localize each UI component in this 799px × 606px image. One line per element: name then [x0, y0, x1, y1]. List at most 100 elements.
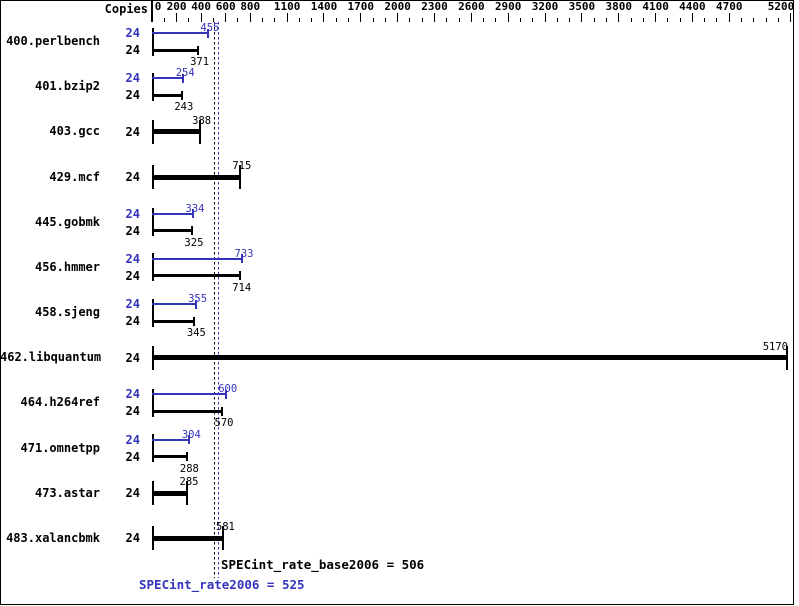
- base-bar-endcap: [221, 406, 223, 416]
- axis-tick-label: 3800: [605, 0, 632, 13]
- peak-value-label: 254: [175, 67, 195, 80]
- base-bar: [152, 93, 182, 97]
- axis-minor-tick: [642, 17, 644, 22]
- axis-minor-tick: [262, 17, 264, 22]
- axis-tick-label: 5200: [767, 0, 795, 13]
- peak-value-label: 334: [185, 202, 205, 215]
- axis-tick-label: 2300: [421, 0, 448, 13]
- axis-minor-tick: [495, 17, 497, 22]
- copies-peak: 24: [125, 432, 140, 447]
- benchmark-name: 464.h264ref: [20, 395, 100, 410]
- base-bar: [152, 48, 198, 52]
- peak-bar: [152, 438, 190, 441]
- benchmark-name: 403.gcc: [49, 124, 100, 139]
- copies-base: 24: [125, 531, 140, 546]
- row-origin-tick: [152, 27, 154, 56]
- axis-minor-tick: [519, 17, 521, 22]
- base-value-label: 288: [179, 462, 199, 475]
- base-bar: [152, 455, 188, 459]
- benchmark-name: 462.libquantum: [0, 350, 102, 365]
- peak-bar: [152, 212, 194, 215]
- axis-tick-label: 200: [166, 0, 187, 13]
- base-bar-endcap: [198, 119, 201, 144]
- axis-minor-tick: [741, 17, 743, 22]
- peak-bar-endcap: [241, 254, 244, 264]
- axis-tick-label: 1700: [347, 0, 375, 13]
- base-bar-endcap: [222, 526, 225, 551]
- peak-median-label: SPECint_rate2006 = 525: [139, 577, 305, 592]
- base-bar-endcap: [180, 90, 183, 100]
- peak-bar: [152, 77, 184, 80]
- axis-tick-label: 4400: [679, 0, 706, 13]
- base-bar-endcap: [238, 271, 241, 281]
- axis-tick-label: 3200: [531, 0, 559, 13]
- peak-median-line: [217, 22, 220, 578]
- row-origin-tick: [152, 72, 154, 101]
- axis-major-tick: [249, 13, 251, 22]
- axis-tick-label: 0: [154, 0, 162, 13]
- base-bar: [152, 490, 187, 496]
- base-value-label: 570: [214, 417, 234, 430]
- benchmark-name: 400.perlbench: [6, 34, 100, 48]
- peak-value-label: 355: [188, 293, 208, 306]
- base-bar: [152, 409, 222, 413]
- copies-peak: 24: [125, 251, 140, 266]
- axis-tick-label: 2600: [458, 0, 485, 13]
- peak-bar-endcap: [188, 435, 191, 445]
- axis-tick-label: 4700: [716, 0, 743, 13]
- axis-minor-tick: [348, 17, 350, 22]
- benchmark-name: 429.mcf: [49, 169, 100, 184]
- axis-minor-tick: [679, 17, 681, 22]
- peak-bar-endcap: [192, 209, 195, 219]
- base-value-label: 388: [192, 114, 212, 127]
- axis-major-tick: [433, 13, 435, 22]
- peak-bar: [152, 303, 196, 306]
- axis-minor-tick: [421, 17, 423, 22]
- axis-minor-tick: [237, 17, 239, 22]
- axis-minor-tick: [630, 17, 632, 22]
- axis-tick-label: 400: [191, 0, 212, 13]
- copies-base: 24: [125, 223, 140, 238]
- axis-minor-tick: [667, 17, 669, 22]
- base-bar: [152, 319, 195, 323]
- axis-minor-tick: [605, 17, 607, 22]
- axis-minor-tick: [212, 17, 214, 22]
- base-bar-endcap: [186, 481, 188, 506]
- base-bar-endcap: [186, 452, 189, 462]
- peak-value-label: 455: [200, 22, 220, 34]
- copies-peak: 24: [125, 387, 140, 402]
- benchmark-name: 483.xalancbmk: [6, 530, 100, 545]
- axis-minor-tick: [384, 17, 386, 22]
- base-value-label: 5170: [762, 340, 788, 353]
- base-value-label: 715: [232, 160, 252, 172]
- row-origin-tick: [152, 253, 154, 282]
- base-bar: [152, 355, 787, 361]
- axis-major-tick: [581, 13, 583, 22]
- axis-minor-tick: [765, 17, 767, 22]
- peak-bar-endcap: [206, 28, 209, 38]
- benchmark-name: 473.astar: [34, 485, 100, 500]
- axis-major-tick: [360, 13, 362, 22]
- row-origin-tick: [152, 434, 154, 463]
- base-median-line: [213, 22, 216, 578]
- base-median-label: SPECint_rate_base2006 = 506: [221, 557, 425, 572]
- row-origin-tick: [152, 298, 154, 327]
- axis-minor-tick: [372, 17, 374, 22]
- benchmark-name: 456.hmmer: [34, 259, 100, 274]
- base-bar-endcap: [786, 345, 788, 370]
- axis-major-tick: [151, 13, 153, 22]
- peak-value-label: 733: [234, 247, 254, 260]
- peak-bar: [152, 257, 243, 260]
- base-value-label: 285: [179, 476, 199, 489]
- axis-major-tick: [176, 13, 178, 22]
- row-origin-tick: [152, 208, 154, 237]
- peak-value-label: 304: [181, 428, 201, 441]
- base-value-label: 345: [186, 327, 206, 340]
- peak-bar-endcap: [224, 389, 227, 399]
- axis-minor-tick: [593, 17, 595, 22]
- base-bar-endcap: [196, 45, 199, 55]
- benchmark-name: 401.bzip2: [34, 79, 100, 94]
- axis-major-tick: [655, 13, 657, 22]
- axis-tick-label: 1400: [310, 0, 338, 13]
